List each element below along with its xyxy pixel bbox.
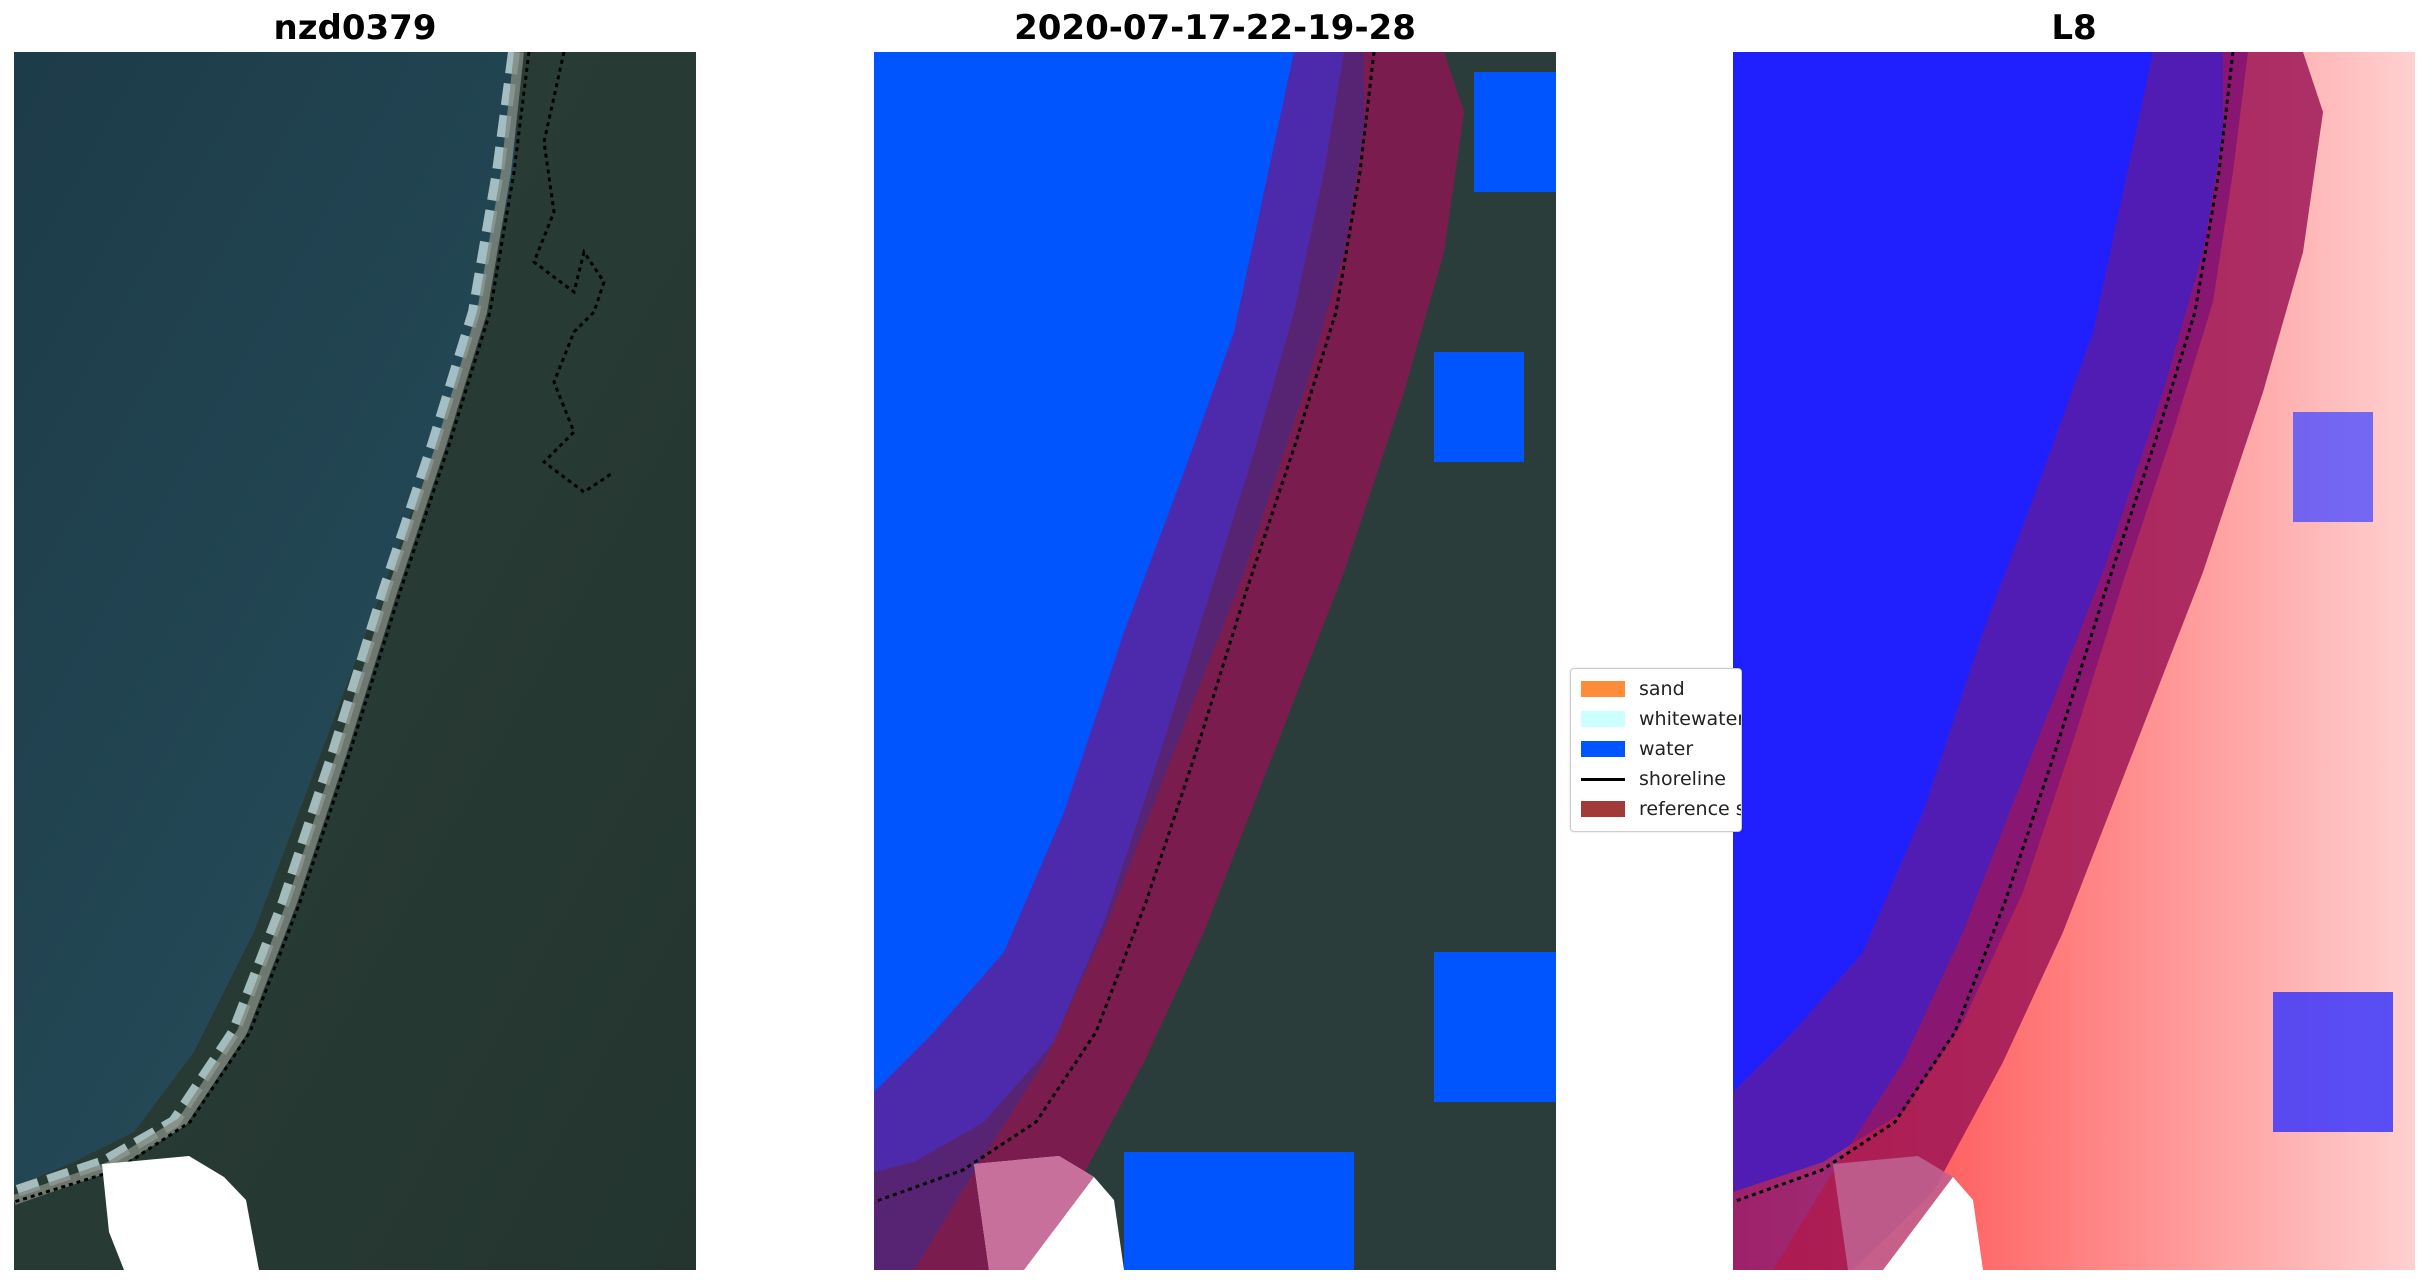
index-low-patch-2 bbox=[2273, 992, 2393, 1132]
legend-label: water bbox=[1639, 738, 1694, 760]
panel-title-rgb: nzd0379 bbox=[273, 8, 437, 48]
index-panel bbox=[1733, 52, 2415, 1270]
classification-panel bbox=[874, 52, 1556, 1270]
rgb-image-panel bbox=[14, 52, 696, 1270]
legend-item-whitewater: whitewater bbox=[1581, 707, 1742, 731]
masked-area-overlay bbox=[974, 1156, 1094, 1270]
inland-water-2 bbox=[1434, 352, 1524, 462]
water-class bbox=[874, 52, 1344, 1172]
legend-item-shoreline: shoreline bbox=[1581, 767, 1726, 791]
panel-title-classification: 2020-07-17-22-19-28 bbox=[1014, 8, 1416, 48]
legend-swatch-whitewater bbox=[1581, 711, 1625, 727]
legend-item-sand: sand bbox=[1581, 677, 1685, 701]
legend-label: reference shoreline buffer bbox=[1639, 798, 1741, 820]
cloud-mask bbox=[102, 1156, 259, 1270]
reference-buffer bbox=[1773, 52, 2323, 1270]
masked-area-overlay bbox=[1833, 1156, 1953, 1270]
legend-label: sand bbox=[1639, 678, 1685, 700]
legend-line-shoreline bbox=[1581, 777, 1625, 781]
inland-water-3 bbox=[1434, 952, 1556, 1102]
legend-item-reference-buffer: reference shoreline buffer bbox=[1581, 797, 1741, 821]
beach-strip bbox=[14, 52, 524, 1205]
cloud-mask bbox=[1883, 1156, 1983, 1270]
legend-swatch-reference bbox=[1581, 801, 1625, 817]
legend-label: whitewater bbox=[1639, 708, 1742, 730]
inland-water-1 bbox=[1474, 72, 1556, 192]
reference-buffer bbox=[914, 52, 1464, 1270]
land-area bbox=[14, 52, 696, 1270]
inland-water-4 bbox=[1124, 1152, 1354, 1270]
panel-title-index: L8 bbox=[2051, 8, 2097, 48]
legend-label: shoreline bbox=[1639, 768, 1726, 790]
legend-swatch-sand bbox=[1581, 681, 1625, 697]
legend-item-water: water bbox=[1581, 737, 1693, 761]
index-low-patch-1 bbox=[2293, 412, 2373, 522]
surf-zone bbox=[14, 52, 520, 1198]
legend-swatch-water bbox=[1581, 741, 1625, 757]
estuary-shoreline bbox=[532, 52, 615, 494]
legend: sand whitewater water shoreline referenc… bbox=[1570, 668, 1742, 832]
